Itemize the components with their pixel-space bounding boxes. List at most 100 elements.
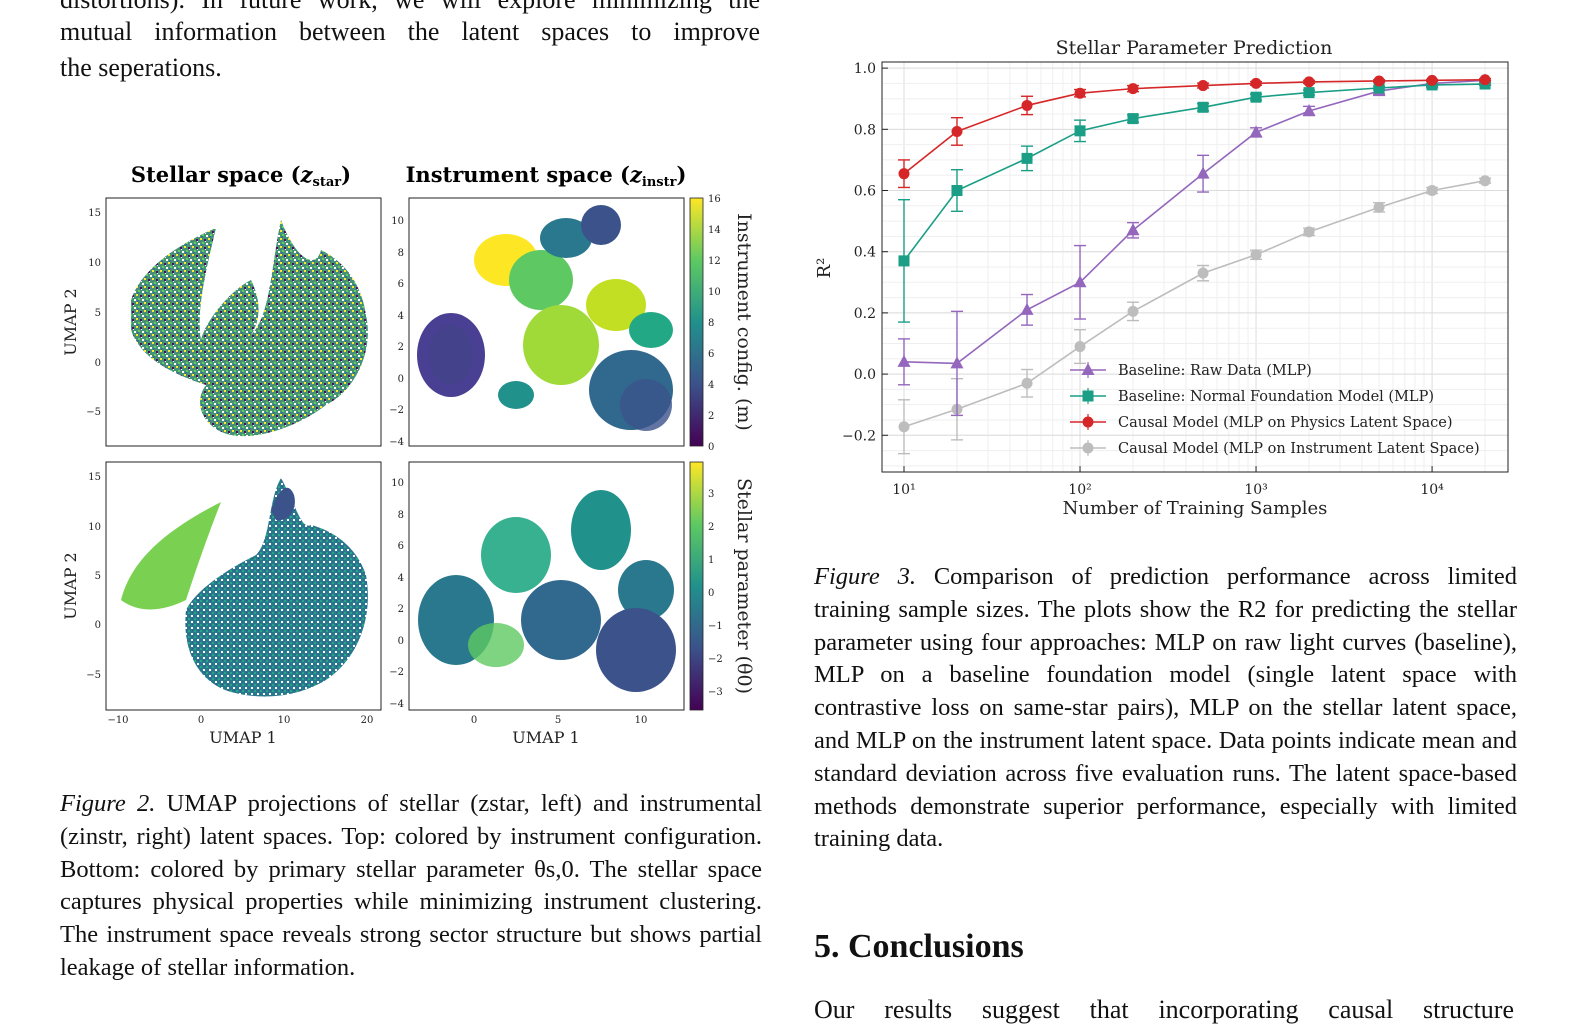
- figure-3-caption-text: Comparison of prediction performance acr…: [814, 563, 1517, 853]
- cbar-tick: 16: [708, 194, 721, 205]
- stellar-bottom-scatter: [121, 478, 368, 697]
- data-point: [898, 421, 910, 433]
- chart-ylabel: R²: [814, 258, 835, 279]
- cbar-tick: −3: [708, 687, 723, 698]
- ytick-label: 0.2: [854, 306, 876, 322]
- data-point: [1249, 125, 1263, 138]
- legend-label: Baseline: Normal Foundation Model (MLP): [1118, 389, 1434, 405]
- xtick-label: 10³: [1244, 482, 1267, 498]
- xtick: 20: [361, 715, 374, 726]
- ytick: 4: [398, 311, 404, 322]
- ytick-label: 0.8: [854, 122, 876, 138]
- ytick: 10: [391, 478, 404, 489]
- ytick: 2: [398, 604, 404, 615]
- data-point: [1479, 74, 1491, 86]
- instr-bottom-scatter: [418, 490, 676, 692]
- section-first-line: Our results suggest that incorporating c…: [814, 995, 1514, 1024]
- chart-ticks: −0.2 0.0 0.2 0.4 0.6 0.8 1.0 10¹ 10² 10³ 10⁴: [842, 61, 1444, 498]
- intro-line-3: the seperations.: [60, 53, 222, 82]
- umap1-label-right: UMAP 1: [512, 728, 579, 747]
- cbar-tick: 6: [708, 349, 714, 360]
- chart-grid: [882, 62, 1508, 472]
- data-point: [1074, 125, 1086, 137]
- instrument-space-title: Instrument space (zinstr): [406, 162, 687, 190]
- xtick: 0: [471, 715, 477, 726]
- colorbar-instrument-label: Instrument config. (m): [733, 213, 755, 431]
- data-point: [1302, 103, 1316, 116]
- plot-frame: [881, 61, 1509, 473]
- umap2-label-top: UMAP 2: [61, 288, 80, 355]
- data-point: [1426, 185, 1438, 197]
- ytick-label: 0.0: [854, 367, 876, 383]
- data-point: [1082, 390, 1094, 402]
- panel-stellar-bottom: [105, 461, 382, 711]
- data-point: [1197, 101, 1209, 113]
- xtick: 5: [555, 715, 561, 726]
- colorbar-stellar: [689, 461, 704, 711]
- series-2: [897, 74, 1492, 189]
- data-point: [1127, 305, 1139, 317]
- data-point: [951, 125, 963, 137]
- data-point: [1020, 302, 1034, 315]
- figure-3-caption: Figure 3. Comparison of prediction perfo…: [814, 561, 1517, 856]
- data-point: [1479, 175, 1491, 187]
- stellar-bottom-yticks: 15 10 5 0 −5: [86, 472, 101, 681]
- data-point: [1074, 87, 1086, 99]
- figure-3-chart: Stellar Parameter Prediction −0.2 0.0 0.2 0…: [814, 37, 1509, 519]
- section-heading: 5. Conclusions: [814, 928, 1024, 965]
- figure-2-label: Figure 2.: [60, 790, 156, 817]
- umap2-label-bottom: UMAP 2: [61, 552, 80, 619]
- xtick: 10: [278, 715, 291, 726]
- ytick: 0: [398, 636, 404, 647]
- xtick: −10: [107, 715, 128, 726]
- data-point: [898, 168, 910, 180]
- stellar-xticks: −10 0 10 20: [107, 715, 373, 726]
- ytick-label: −0.2: [842, 428, 876, 444]
- data-point: [1082, 442, 1094, 454]
- ytick-label: 1.0: [854, 61, 876, 77]
- data-point: [1303, 87, 1315, 99]
- panel-instr-bottom: [408, 461, 685, 711]
- data-point: [1021, 152, 1033, 164]
- cbar-tick: −1: [708, 621, 723, 632]
- ytick: −2: [389, 405, 404, 416]
- ytick: 5: [95, 571, 101, 582]
- ytick: 10: [88, 522, 101, 533]
- cbar-tick: 12: [708, 256, 721, 267]
- ytick: 5: [95, 308, 101, 319]
- data-point: [1082, 416, 1094, 428]
- data-point: [1197, 267, 1209, 279]
- ytick: −4: [389, 437, 404, 448]
- data-point: [1373, 82, 1385, 94]
- data-point: [1303, 76, 1315, 88]
- panel-instr-top: [408, 197, 685, 447]
- xtick-label: 10¹: [892, 482, 915, 498]
- data-point: [1250, 77, 1262, 89]
- data-point: [1074, 341, 1086, 353]
- xtick: 0: [198, 715, 204, 726]
- data-point: [1081, 363, 1095, 375]
- ytick: 6: [398, 279, 404, 290]
- data-point: [1426, 74, 1438, 86]
- cbar-tick: 14: [708, 225, 721, 236]
- instr-top-yticks: 10 8 6 4 2 0 −2 −4: [389, 216, 404, 448]
- cbar-tick: 0: [708, 588, 714, 599]
- ytick: 10: [391, 216, 404, 227]
- legend-label: Causal Model (MLP on Physics Latent Spac…: [1118, 415, 1452, 431]
- ytick: −5: [86, 407, 101, 418]
- legend-label: Causal Model (MLP on Instrument Latent S…: [1118, 441, 1480, 457]
- data-point: [1021, 99, 1033, 111]
- ytick: 4: [398, 573, 404, 584]
- data-point: [1303, 226, 1315, 238]
- data-point: [1127, 113, 1139, 125]
- data-point: [1073, 275, 1087, 288]
- cbar-tick: 2: [708, 411, 714, 422]
- cbar-tick: 8: [708, 318, 714, 329]
- stellar-top-yticks: 15 10 5 0 −5: [86, 208, 101, 418]
- instr-bottom-yticks: 10 8 6 4 2 0 −2 −4: [389, 478, 404, 710]
- data-point: [1373, 201, 1385, 213]
- colorbar-instrument: [689, 197, 704, 447]
- cbar-tick: 3: [708, 489, 714, 500]
- ytick: 6: [398, 541, 404, 552]
- data-point: [1196, 166, 1210, 179]
